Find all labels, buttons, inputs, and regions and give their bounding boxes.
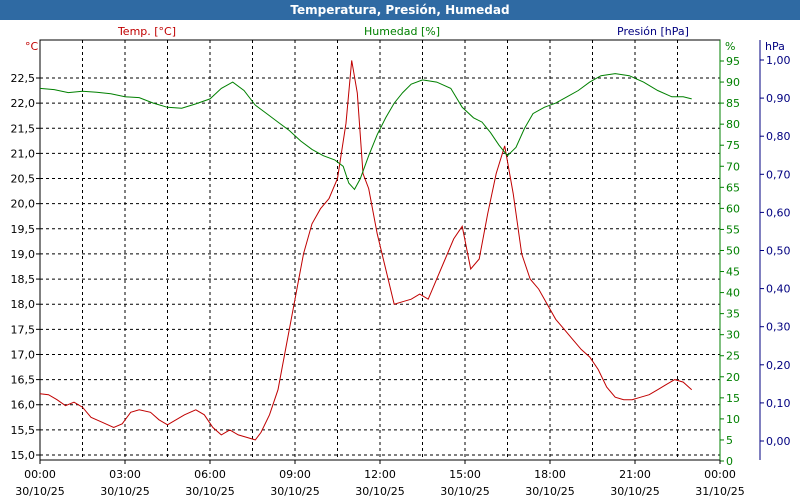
hum-tick-label: 75 — [726, 139, 740, 152]
x-tick-time: 15:00 — [449, 468, 481, 481]
x-tick-time: 00:00 — [24, 468, 56, 481]
hum-tick-label: 70 — [726, 160, 740, 173]
legend-temp: Temp. [°C] — [117, 25, 176, 38]
temp-tick-label: 18,0 — [11, 298, 36, 311]
pres-tick-label: 0,10 — [766, 397, 791, 410]
x-tick-time: 12:00 — [364, 468, 396, 481]
x-tick-date: 30/10/25 — [355, 485, 404, 498]
temp-tick-label: 22,0 — [11, 97, 36, 110]
pres-tick-label: 0,30 — [766, 321, 791, 334]
x-tick-time: 06:00 — [194, 468, 226, 481]
hum-tick-label: 45 — [726, 266, 740, 279]
temp-tick-label: 15,0 — [11, 449, 36, 462]
hum-tick-label: 65 — [726, 181, 740, 194]
hum-tick-label: 50 — [726, 244, 740, 257]
pres-tick-label: 0,60 — [766, 206, 791, 219]
hum-tick-label: 95 — [726, 55, 740, 68]
hum-tick-label: 25 — [726, 350, 740, 363]
pres-tick-label: 0,80 — [766, 130, 791, 143]
hum-tick-label: 15 — [726, 392, 740, 405]
temp-tick-label: 19,5 — [11, 223, 36, 236]
x-tick-time: 21:00 — [619, 468, 651, 481]
pres-tick-label: 0,50 — [766, 245, 791, 258]
temp-tick-label: 20,5 — [11, 173, 36, 186]
pres-tick-label: 1,00 — [766, 54, 791, 67]
x-tick-date: 31/10/25 — [695, 485, 744, 498]
temp-tick-label: 17,5 — [11, 323, 36, 336]
x-tick-time: 09:00 — [279, 468, 311, 481]
series-line-hum — [39, 73, 692, 191]
pres-unit-label: hPa — [765, 40, 785, 53]
hum-tick-label: 10 — [726, 413, 740, 426]
series-group — [39, 60, 693, 441]
legend-pres: Presión [hPa] — [617, 25, 689, 38]
temp-tick-label: 22,5 — [11, 72, 36, 85]
pres-tick-label: 0,40 — [766, 283, 791, 296]
temp-tick-label: 17,0 — [11, 348, 36, 361]
window-title: Temperatura, Presión, Humedad — [0, 0, 800, 20]
temp-tick-label: 16,0 — [11, 399, 36, 412]
pres-tick-label: 0,90 — [766, 92, 791, 105]
legend-hum: Humedad [%] — [364, 25, 440, 38]
temp-tick-label: 19,0 — [11, 248, 36, 261]
pres-tick-label: 0,20 — [766, 359, 791, 372]
temp-tick-label: 21,0 — [11, 147, 36, 160]
x-tick-date: 30/10/25 — [100, 485, 149, 498]
temp-tick-label: 15,5 — [11, 424, 36, 437]
x-tick-date: 30/10/25 — [610, 485, 659, 498]
hum-tick-label: 20 — [726, 371, 740, 384]
series-line-temp — [39, 60, 693, 441]
temp-tick-label: 16,5 — [11, 374, 36, 387]
x-tick-time: 03:00 — [109, 468, 141, 481]
hum-tick-label: 90 — [726, 76, 740, 89]
x-tick-date: 30/10/25 — [440, 485, 489, 498]
hum-unit-label: % — [725, 40, 735, 53]
x-tick-date: 30/10/25 — [15, 485, 64, 498]
pres-tick-label: 0,00 — [766, 435, 791, 448]
temp-unit-label: °C — [25, 40, 39, 53]
temp-tick-label: 20,0 — [11, 198, 36, 211]
hum-tick-label: 0 — [726, 455, 733, 468]
x-tick-time: 00:00 — [704, 468, 736, 481]
x-tick-time: 18:00 — [534, 468, 566, 481]
chart-svg: 15,0 15,5 16,0 16,5 17,0 17,5 18,0 18,5 19,0 19,5… — [11, 25, 791, 498]
hum-tick-label: 35 — [726, 308, 740, 321]
x-tick-date: 30/10/25 — [270, 485, 319, 498]
grid-lines — [40, 40, 720, 460]
temp-tick-label: 21,5 — [11, 122, 36, 135]
hum-tick-label: 40 — [726, 287, 740, 300]
axis-labels: 15,0 15,5 16,0 16,5 17,0 17,5 18,0 18,5 19,0 19,5… — [11, 25, 791, 498]
hum-tick-label: 55 — [726, 223, 740, 236]
temp-tick-label: 18,5 — [11, 273, 36, 286]
axes — [36, 40, 764, 464]
pres-tick-label: 0,70 — [766, 168, 791, 181]
hum-tick-label: 5 — [726, 434, 733, 447]
hum-tick-label: 30 — [726, 329, 740, 342]
hum-tick-label: 60 — [726, 202, 740, 215]
x-tick-date: 30/10/25 — [525, 485, 574, 498]
x-tick-date: 30/10/25 — [185, 485, 234, 498]
hum-tick-label: 80 — [726, 118, 740, 131]
hum-tick-label: 85 — [726, 97, 740, 110]
